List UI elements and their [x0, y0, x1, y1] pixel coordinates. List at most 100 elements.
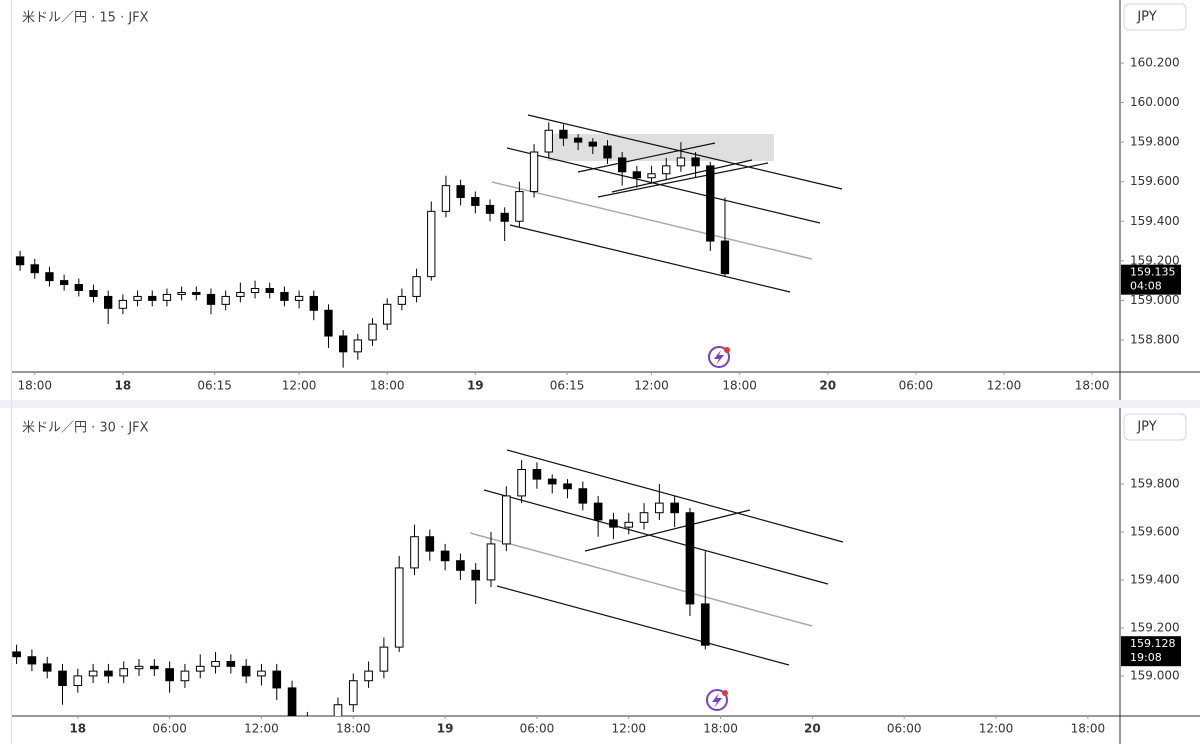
candle-body	[221, 295, 230, 305]
candle-body	[74, 284, 83, 291]
candle-body	[104, 670, 113, 677]
x-tick-label: 20	[819, 379, 836, 393]
candle-body	[59, 280, 69, 286]
candle-body	[425, 536, 435, 552]
candle-body	[471, 569, 481, 581]
candle-body	[118, 299, 128, 309]
last-price-label: 159.135	[1130, 266, 1176, 279]
candle-body	[500, 212, 509, 222]
y-tick-label: 159.400	[1130, 572, 1180, 586]
y-tick-label: 159.200	[1130, 253, 1180, 267]
candle-body	[544, 129, 553, 153]
channel-mid-line	[491, 181, 813, 260]
candle-body	[58, 670, 67, 687]
x-tick-label: 19	[467, 379, 484, 393]
candle-body	[226, 661, 236, 667]
candle-body	[617, 157, 627, 173]
candle-body	[676, 157, 686, 167]
candle-body	[655, 502, 664, 514]
event-icon[interactable]	[708, 346, 730, 368]
y-tick-label: 159.800	[1130, 476, 1180, 490]
candle-body	[647, 173, 656, 179]
candle-body	[165, 668, 174, 682]
candle-body	[501, 495, 511, 545]
candle-body	[287, 687, 297, 716]
candle-body	[236, 291, 245, 297]
candle-body	[45, 272, 54, 282]
x-tick-label: 12:00	[634, 379, 669, 393]
candle-body	[338, 335, 348, 353]
candles	[15, 122, 730, 368]
x-tick-label: 18:00	[336, 722, 371, 736]
x-tick-label: 18:00	[17, 379, 52, 393]
x-tick-label: 06:15	[197, 379, 232, 393]
candle-body	[441, 185, 451, 212]
candle-body	[532, 469, 542, 480]
candle-body	[353, 339, 363, 353]
currency-label[interactable]: JPY	[1136, 420, 1156, 435]
x-tick-label: 06:00	[887, 722, 922, 736]
candle-body	[427, 210, 436, 278]
trend-line	[577, 142, 716, 173]
candle-body	[397, 295, 407, 305]
candle-body	[192, 291, 201, 295]
x-tick-label: 18:00	[1071, 722, 1106, 736]
candle-body	[471, 197, 480, 206]
y-tick-label: 160.200	[1130, 55, 1180, 69]
candle-body	[383, 303, 392, 325]
chart-title: 米ドル／円 · 30 · JFX	[22, 421, 149, 436]
y-tick-label: 159.000	[1130, 293, 1180, 307]
candle-body	[150, 665, 159, 670]
candle-body	[134, 665, 144, 670]
x-tick-label: 18:00	[722, 379, 757, 393]
candle-body	[309, 295, 318, 311]
y-tick-label: 159.000	[1130, 668, 1180, 682]
currency-button[interactable]	[1123, 3, 1187, 31]
candle-body	[162, 293, 172, 301]
candle-body	[206, 293, 216, 305]
chart-title: 米ドル／円 · 15 · JFX	[22, 11, 149, 26]
event-icon[interactable]	[706, 689, 728, 711]
y-tick-label: 160.000	[1130, 95, 1180, 109]
candle-body	[412, 276, 421, 297]
candle-body	[195, 665, 205, 672]
candle-body	[148, 295, 157, 301]
y-tick-label: 159.800	[1130, 135, 1180, 149]
x-tick-label: 19	[437, 722, 454, 736]
candle-body	[89, 289, 98, 297]
candle-body	[685, 512, 695, 605]
trend-line	[597, 162, 769, 198]
candle-body	[573, 137, 583, 143]
candle-body	[559, 129, 568, 139]
candle-body	[670, 502, 679, 514]
x-tick-label: 12:00	[244, 722, 279, 736]
candle-body	[593, 502, 603, 521]
last-price-tag	[1121, 264, 1181, 295]
y-tick-label: 159.200	[1130, 620, 1180, 634]
candle-body	[456, 185, 465, 199]
candle-body	[30, 264, 39, 274]
candle-body	[662, 165, 671, 175]
candle-body	[211, 661, 220, 667]
candle-body	[700, 603, 710, 646]
x-tick-label: 06:00	[520, 722, 555, 736]
candle-body	[578, 488, 588, 504]
candle-body	[440, 550, 450, 562]
candle-body	[691, 157, 700, 167]
candle-body	[119, 668, 129, 677]
candle-body	[547, 478, 557, 485]
candle-body	[410, 536, 419, 569]
candle-body	[180, 670, 190, 682]
candle-body	[515, 191, 524, 222]
x-tick-label: 06:15	[550, 379, 585, 393]
candle-body	[15, 256, 25, 266]
candle-body	[517, 469, 526, 497]
trend-line	[611, 159, 753, 193]
currency-button[interactable]	[1123, 413, 1187, 441]
candle-body	[368, 323, 377, 341]
currency-label[interactable]: JPY	[1136, 10, 1156, 25]
candle-body	[12, 651, 21, 658]
channel-line	[496, 585, 790, 666]
x-tick-label: 12:00	[611, 722, 646, 736]
